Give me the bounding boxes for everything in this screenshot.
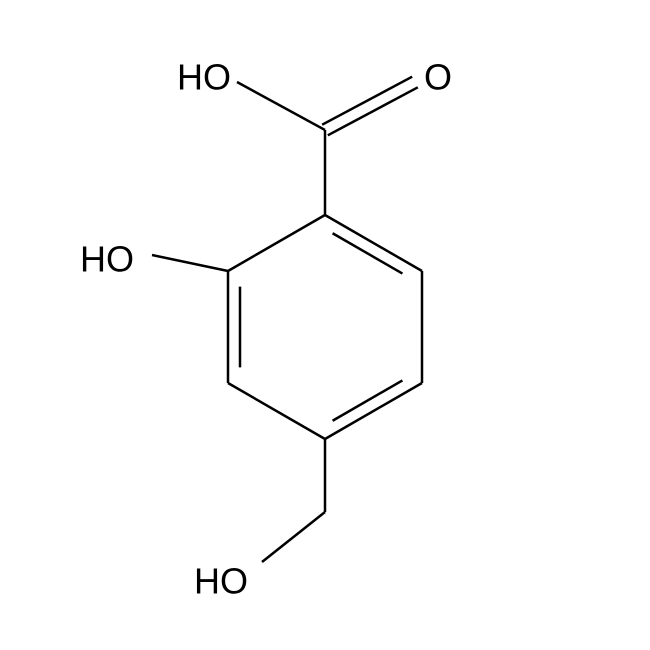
- subst-bond: [237, 82, 325, 130]
- chemical-structure-svg: HO O HO HO: [0, 0, 650, 650]
- atom-label-OH_cooh: HO: [177, 57, 231, 98]
- subst-bond: [152, 255, 228, 271]
- cooh-dbl-b: [322, 77, 412, 125]
- atom-label-O_dbl: O: [424, 57, 452, 98]
- atom-label-OH_2: HO: [80, 239, 134, 280]
- bond-double: [325, 383, 422, 439]
- bond-double: [325, 215, 422, 271]
- bond-single: [228, 215, 325, 271]
- subst-bond: [262, 512, 325, 562]
- atom-label-OH_4: HO: [194, 561, 248, 602]
- bond-single: [228, 383, 325, 439]
- cooh-dbl-a: [328, 87, 418, 135]
